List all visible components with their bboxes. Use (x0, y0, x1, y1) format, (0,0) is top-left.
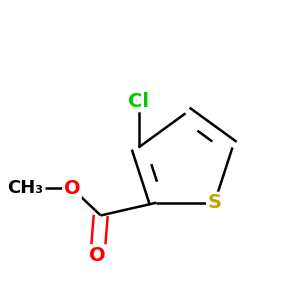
Text: CH₃: CH₃ (8, 179, 44, 197)
Text: Cl: Cl (128, 92, 149, 111)
Text: O: O (89, 246, 106, 265)
Text: O: O (64, 179, 80, 198)
Text: S: S (208, 193, 221, 212)
